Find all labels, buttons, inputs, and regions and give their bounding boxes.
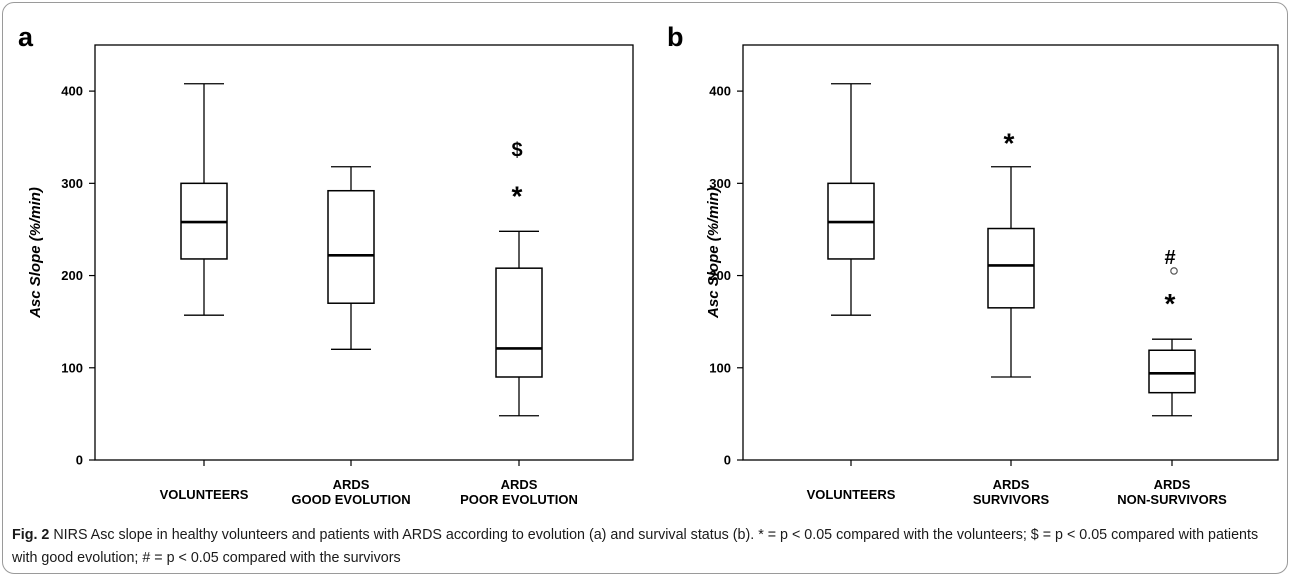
significance-mark: #	[1164, 247, 1175, 269]
chart-panel-a: a 0 100 200 300 400 Asc Slope (%/min) VOLUNTEER…	[18, 22, 634, 507]
caption-label: Fig. 2	[12, 527, 50, 543]
y-tick-label: 0	[724, 453, 731, 468]
panel-letter: a	[18, 22, 34, 52]
x-category-label: NON-SURVIVORS	[1117, 492, 1227, 507]
y-tick-label: 200	[61, 268, 83, 283]
significance-mark: $	[511, 139, 522, 161]
significance-mark: *	[512, 180, 523, 211]
y-tick-label: 100	[61, 360, 83, 375]
chart-panel-b: b 0 100 200 300 400 Asc Slope (%/min) VOLUNTEER…	[667, 22, 1279, 507]
x-category-label: SURVIVORS	[973, 492, 1050, 507]
outlier-point	[1170, 267, 1178, 275]
plot-frame	[94, 44, 634, 461]
y-tick-label: 300	[61, 176, 83, 191]
y-tick-label: 200	[709, 268, 731, 283]
panel-letter: b	[667, 22, 684, 52]
y-tick-label: 400	[709, 84, 731, 99]
x-category-label: VOLUNTEERS	[807, 487, 896, 502]
iqr-box	[495, 267, 543, 378]
y-axis-title: Asc Slope (%/min)	[705, 187, 722, 319]
figure-caption: Fig. 2 NIRS Asc slope in healthy volunte…	[12, 524, 1280, 570]
x-category-label: POOR EVOLUTION	[460, 492, 578, 507]
figure-charts: a 0 100 200 300 400 Asc Slope (%/min) VOLUNTEER…	[18, 22, 1279, 507]
x-category-label: ARDS	[993, 477, 1030, 492]
x-category-label: ARDS	[333, 477, 370, 492]
y-axis-title: Asc Slope (%/min)	[27, 187, 44, 319]
x-category-label: ARDS	[1154, 477, 1191, 492]
iqr-box	[1148, 349, 1196, 394]
x-category-label: GOOD EVOLUTION	[291, 492, 410, 507]
y-tick-label: 100	[709, 360, 731, 375]
caption-text: NIRS Asc slope in healthy volunteers and…	[12, 527, 1259, 566]
iqr-box	[327, 189, 375, 304]
y-tick-label: 400	[61, 84, 83, 99]
x-category-label: ARDS	[501, 477, 538, 492]
y-tick-label: 300	[709, 176, 731, 191]
significance-mark: *	[1004, 128, 1015, 159]
x-category-label: VOLUNTEERS	[160, 487, 249, 502]
significance-mark: *	[1165, 288, 1176, 319]
y-tick-label: 0	[76, 453, 83, 468]
iqr-box	[987, 227, 1035, 309]
